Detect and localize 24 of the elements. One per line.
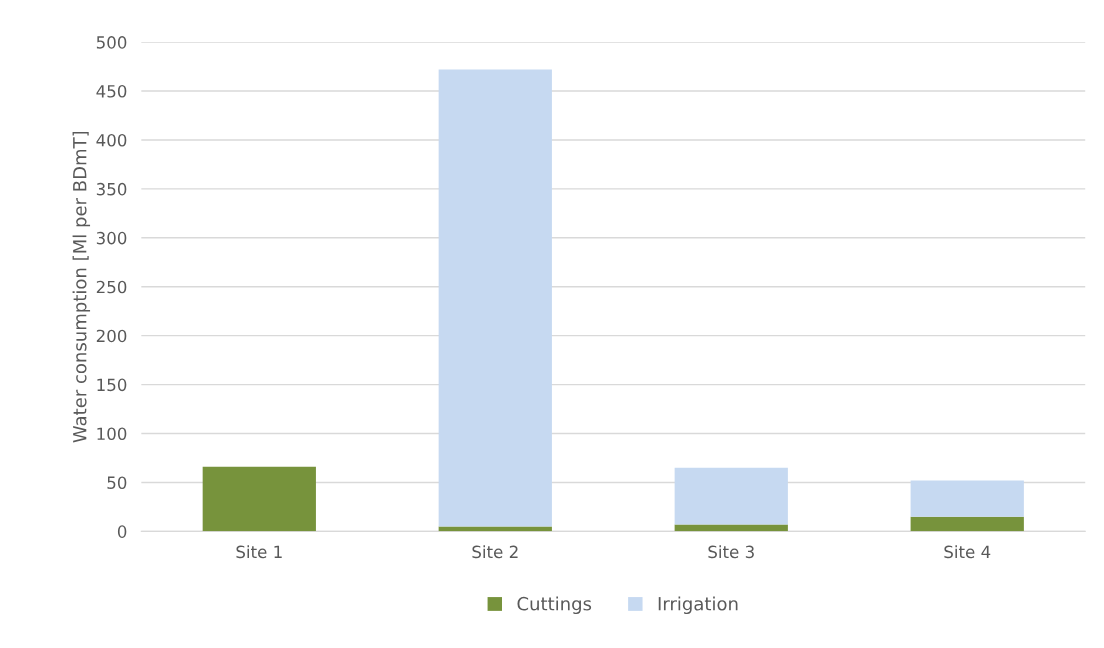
bar [674,467,788,525]
y-tick-label: 500 [96,36,127,49]
x-tick-label: Site 4 [944,545,991,559]
y-tick-label: 300 [96,231,127,245]
bar [438,526,552,532]
bar [202,466,316,532]
y-tick-label: 0 [117,525,127,538]
y-tick-label: 200 [96,329,127,343]
y-tick-label: 100 [97,427,127,441]
x-tick-label: Site 2 [472,545,518,559]
legend-label: Cuttings [517,596,592,615]
y-tick-label: 250 [96,280,127,294]
y-tick-label: 150 [97,378,127,392]
y-tick-label: 450 [96,85,127,98]
y-tick-label: 50 [107,476,127,490]
bar [438,69,552,527]
legend-label: Irrigation [658,596,738,615]
bar [910,480,1024,517]
y-tick-label: 350 [96,182,127,196]
y-tick-label: 400 [96,133,127,147]
y-axis-title: Water consumption [Ml per BDmT] [72,131,91,443]
bar [910,516,1024,532]
x-tick-label: Site 3 [708,545,754,559]
x-tick-label: Site 1 [236,545,282,559]
